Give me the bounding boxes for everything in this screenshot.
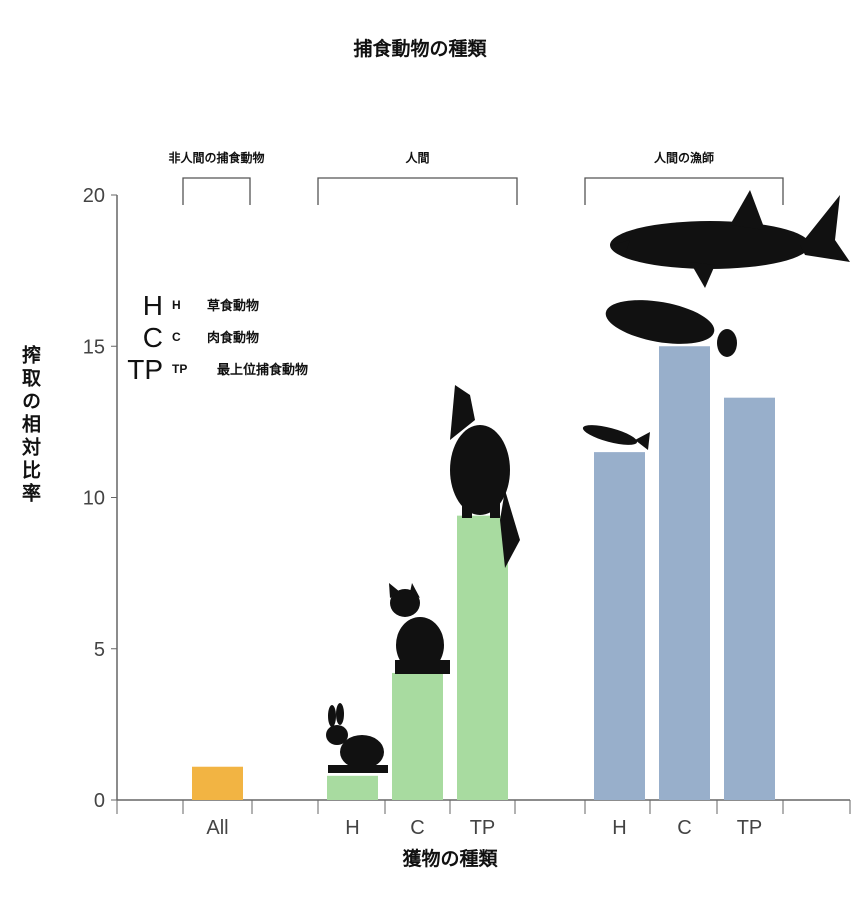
grouper-icon [605, 300, 737, 357]
bar [327, 775, 378, 800]
x-tick-label: All [206, 817, 228, 839]
y-tick-label: 5 [94, 639, 105, 661]
legend-text: 草食動物 [207, 298, 259, 314]
legend-abbr: TP [172, 362, 187, 376]
small-fish-icon [582, 425, 650, 450]
group-label: 非人間の捕食動物 [168, 150, 264, 165]
wolf-icon [450, 385, 520, 568]
legend-abbr: H [172, 298, 181, 312]
legend-text: 最上位捕食動物 [217, 362, 308, 378]
y-axis-label: 搾取の相対比率 [19, 344, 42, 506]
x-tick-label: C [410, 817, 424, 839]
bar [594, 452, 645, 800]
bar [192, 766, 243, 800]
y-tick-label: 10 [83, 488, 105, 510]
legend-text: 肉食動物 [207, 330, 259, 346]
group-bracket [182, 177, 251, 205]
group-label: 人間の漁師 [654, 150, 714, 165]
legend-key: H [143, 290, 163, 321]
x-axis-label: 獲物の種類 [402, 847, 498, 870]
bar [659, 346, 710, 800]
shark-icon [610, 190, 850, 288]
y-tick-label: 0 [94, 790, 105, 812]
group-bracket [317, 177, 518, 205]
x-tick-label: C [677, 817, 691, 839]
x-tick-label: TP [470, 817, 496, 839]
bars [192, 346, 775, 800]
group-bracket [584, 177, 784, 205]
y-tick-label: 20 [83, 185, 105, 207]
bar [457, 515, 508, 800]
bar [724, 397, 775, 800]
legend: H H 草食動物 C C 肉食動物 TP TP 最上位捕食動物 [127, 290, 308, 385]
bar [392, 672, 443, 800]
legend-key: TP [127, 354, 163, 385]
animal-silhouettes [326, 190, 850, 773]
y-tick-label: 15 [83, 336, 105, 358]
rabbit-icon [326, 703, 388, 773]
group-label: 人間 [405, 150, 429, 165]
x-tick-label: TP [737, 817, 763, 839]
chart-title: 捕食動物の種類 [353, 37, 487, 60]
cat-icon [389, 583, 450, 674]
x-tick-label: H [345, 817, 359, 839]
x-tick-label: H [612, 817, 626, 839]
legend-key: C [143, 322, 163, 353]
legend-abbr: C [172, 330, 181, 344]
